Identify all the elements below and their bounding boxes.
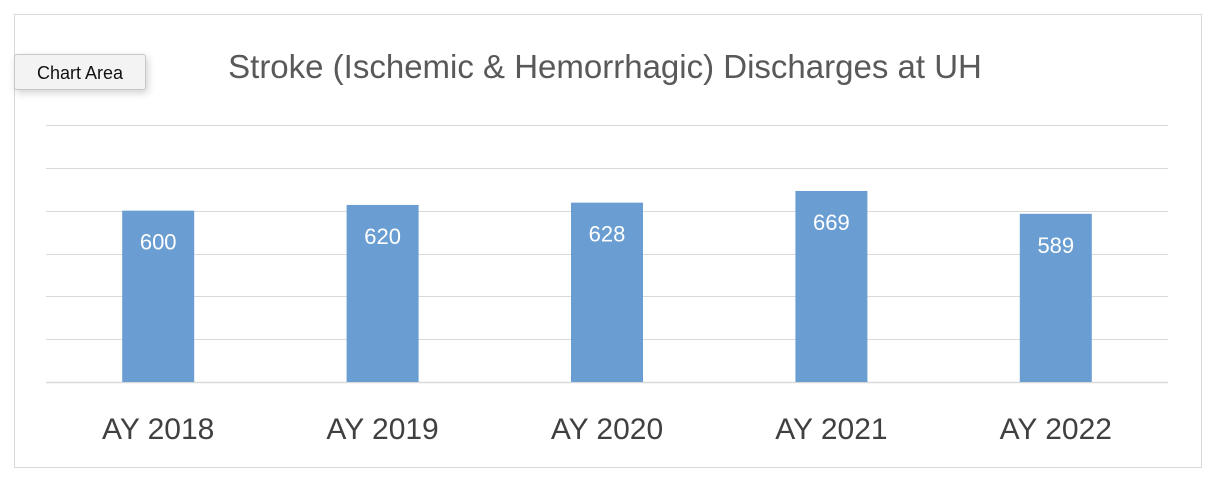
bars <box>122 190 1092 382</box>
data-label: 589 <box>1037 233 1074 258</box>
category-axis: AY 2018 AY 2019 AY 2020 AY 2021 AY 2022 <box>102 413 1112 446</box>
bar-ay-2021[interactable] <box>795 190 868 382</box>
category-tick-label: AY 2021 <box>775 413 887 446</box>
bar-ay-2020[interactable] <box>571 202 643 382</box>
chart-area-tooltip: Chart Area <box>14 54 146 90</box>
category-tick-label: AY 2020 <box>551 413 663 446</box>
bar-ay-2018[interactable] <box>122 210 195 382</box>
data-label: 620 <box>364 224 401 249</box>
data-label: 600 <box>140 230 177 255</box>
category-tick-label: AY 2022 <box>1000 413 1112 446</box>
data-label: 669 <box>813 210 850 235</box>
data-labels: 600 620 628 669 589 <box>140 210 1074 258</box>
bar-ay-2019[interactable] <box>346 204 419 382</box>
category-tick-label: AY 2019 <box>326 413 438 446</box>
chart-title: Stroke (Ischemic & Hemorrhagic) Discharg… <box>228 48 982 85</box>
bar-ay-2022[interactable] <box>1019 213 1092 382</box>
category-tick-label: AY 2018 <box>102 413 214 446</box>
data-label: 628 <box>589 222 626 247</box>
